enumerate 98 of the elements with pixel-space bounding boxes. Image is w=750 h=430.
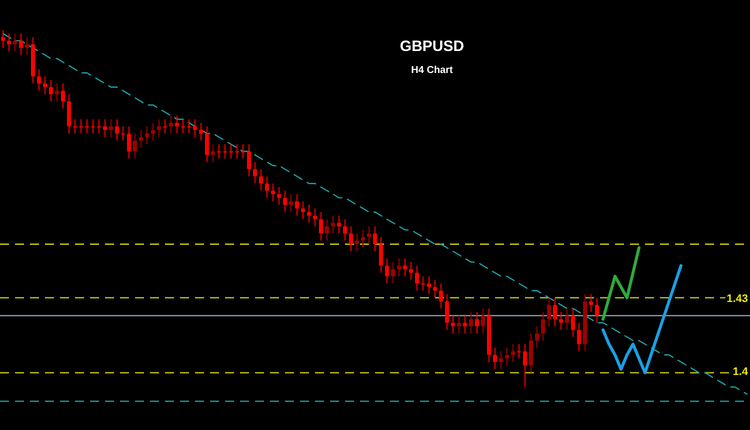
candlestick [307, 204, 311, 224]
candlestick [229, 144, 233, 160]
candlestick [25, 36, 29, 56]
candlestick [343, 218, 347, 242]
candlestick [553, 297, 557, 327]
candlestick [115, 118, 119, 142]
candlestick [337, 215, 341, 234]
candlestick [295, 194, 299, 216]
candlestick [271, 183, 275, 202]
candlestick [193, 118, 197, 138]
candlestick [433, 279, 437, 298]
candlestick [133, 133, 137, 160]
candlestick [157, 118, 161, 138]
candlestick [151, 122, 155, 142]
candlestick [277, 186, 281, 206]
text: H4 Chart [411, 65, 454, 76]
candlestick [37, 68, 41, 92]
candlestick [7, 33, 11, 52]
candlestick [559, 312, 563, 330]
candlestick [247, 144, 251, 177]
candlestick [385, 258, 389, 284]
candlestick [499, 350, 503, 370]
candlestick [301, 200, 305, 220]
candlestick [397, 258, 401, 277]
candlestick [493, 347, 497, 370]
candlestick [289, 194, 293, 213]
candlestick [223, 144, 227, 160]
candlestick [175, 115, 179, 134]
candlestick [409, 262, 413, 280]
candlestick [61, 83, 65, 110]
text: GBPUSD [400, 38, 464, 55]
candlestick [415, 265, 419, 292]
candlestick [235, 144, 239, 160]
candlestick [55, 83, 59, 102]
candlestick [331, 215, 335, 234]
candlestick [349, 226, 353, 252]
candlestick [169, 115, 173, 134]
candlestick [85, 118, 89, 134]
candlestick [361, 229, 365, 248]
candlestick [571, 308, 575, 338]
candlestick [259, 168, 263, 192]
candlestick [379, 236, 383, 274]
candlestick [457, 315, 461, 334]
candlestick [187, 118, 191, 134]
candlestick [211, 144, 215, 163]
candlestick [127, 126, 131, 160]
candlestick [19, 33, 23, 56]
candlestick [445, 294, 449, 330]
candlestick [163, 118, 167, 134]
candlestick [451, 315, 455, 334]
candlestick [319, 212, 323, 242]
candlestick [595, 297, 599, 324]
candlestick [469, 312, 473, 334]
candlestick [373, 226, 377, 252]
annotation: 1.43 [726, 292, 748, 305]
candlestick [421, 276, 425, 292]
candlestick [97, 118, 101, 134]
candlestick [547, 297, 551, 327]
candlestick [181, 118, 185, 134]
candlestick [439, 282, 443, 309]
candlestick [79, 118, 83, 134]
candlestick [541, 312, 545, 342]
candlestick [199, 122, 203, 142]
candlestick [283, 190, 287, 213]
candlestick [565, 308, 569, 330]
candlestick [535, 326, 539, 348]
candlestick [325, 218, 329, 242]
candlestick [253, 162, 257, 184]
candlestick [589, 294, 593, 313]
candlestick [43, 76, 47, 95]
candlestick [517, 344, 521, 359]
candlestick [139, 129, 143, 148]
candlestick [511, 344, 515, 363]
candlestick [1, 30, 5, 48]
candlestick [241, 144, 245, 160]
candlestick [481, 308, 485, 334]
candlestick [109, 118, 113, 138]
candlestick [505, 347, 509, 366]
candlestick [427, 276, 431, 295]
candlestick [403, 258, 407, 277]
candlestick [367, 226, 371, 245]
candlestick [13, 33, 17, 52]
candlestick [103, 118, 107, 138]
candlestick [265, 176, 269, 198]
candlestick [205, 126, 209, 163]
candlestick [577, 322, 581, 352]
candlestick [463, 315, 467, 334]
candlestick [121, 126, 125, 142]
candlestick [523, 344, 527, 388]
candlestick [73, 118, 77, 134]
candlestick [391, 262, 395, 284]
candlestick [49, 79, 53, 102]
candlestick [355, 232, 359, 252]
candlestick [145, 126, 149, 145]
candlestick [91, 118, 95, 134]
candlestick [217, 144, 221, 160]
candlestick [475, 312, 479, 334]
candlestick [313, 208, 317, 227]
